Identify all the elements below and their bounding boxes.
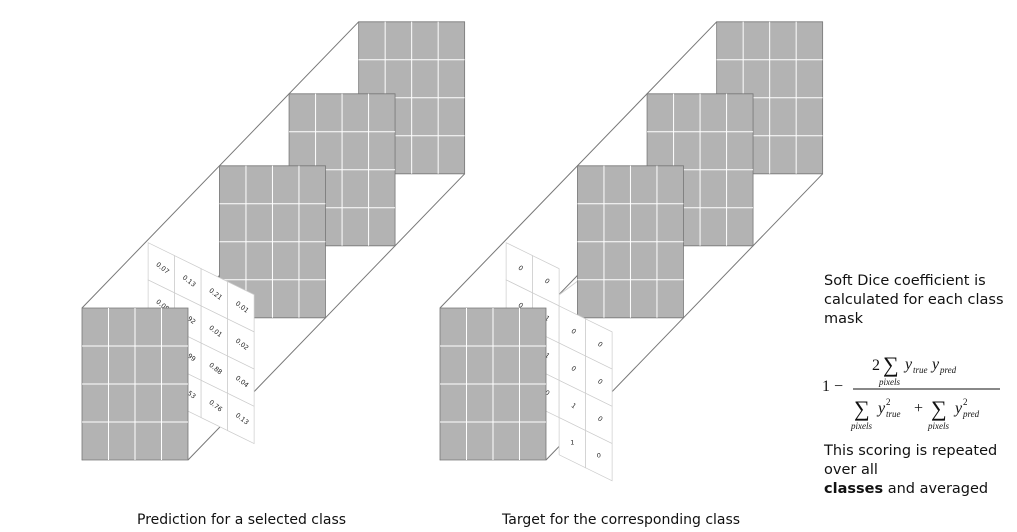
- matrix-value: 0: [543, 388, 551, 397]
- matrix-cell: [585, 430, 613, 482]
- side-outro-pre: This scoring is repeated over all: [824, 443, 998, 478]
- side-outro-bold: classes: [824, 481, 884, 497]
- soft-dice-formula: 1 − 2 ∑ pixels y true y pred ∑ pixels y …: [822, 352, 1000, 431]
- formula-pred-subscript: pred: [962, 409, 980, 419]
- formula-numerator-factor: 2: [872, 357, 880, 374]
- slice-panel: [577, 165, 684, 319]
- formula-pred-subscript: pred: [939, 365, 957, 375]
- target-diagram: 0001001100001010: [439, 21, 824, 482]
- formula-sum-icon: ∑: [854, 396, 870, 421]
- matrix-value: 0: [517, 264, 525, 273]
- slice-panel: [219, 165, 326, 319]
- matrix-value: 0: [596, 414, 604, 423]
- formula-y-pred-squared: y: [953, 400, 963, 417]
- matrix-value: 0: [596, 340, 604, 349]
- formula-y-true: y: [903, 356, 913, 373]
- formula-sum-subscript: pixels: [850, 421, 872, 431]
- formula-power: 2: [886, 397, 891, 407]
- matrix-value: 0: [543, 277, 551, 286]
- matrix-value: 0: [597, 452, 601, 460]
- side-intro-text: Soft Dice coefficient is calculated for …: [824, 273, 1004, 327]
- formula-true-subscript: true: [913, 365, 928, 375]
- matrix-value: 1: [570, 439, 574, 447]
- matrix-value: 0: [570, 364, 578, 373]
- formula-power: 2: [963, 397, 968, 407]
- formula-sum-icon: ∑: [931, 396, 947, 421]
- formula-y-pred: y: [930, 356, 940, 373]
- formula-plus: +: [914, 400, 923, 417]
- formula-sum-icon: ∑: [883, 352, 899, 377]
- matrix-cell: [227, 392, 255, 445]
- formula-sum-subscript: pixels: [927, 421, 949, 431]
- formula-one-minus: 1 −: [822, 378, 843, 395]
- matrix-value: 0: [570, 327, 578, 336]
- prediction-caption: Prediction for a selected class: [137, 512, 347, 528]
- front-slice-panel: [81, 307, 189, 461]
- side-outro-text: This scoring is repeated over all classe…: [824, 442, 1009, 499]
- matrix-value: 1: [543, 351, 551, 360]
- prediction-diagram: 0.070.130.210.010.080.920.010.020.890.99…: [81, 21, 466, 461]
- formula-sum-subscript: pixels: [878, 377, 900, 387]
- front-slice-panel: [439, 307, 547, 461]
- target-caption: Target for the corresponding class: [502, 512, 741, 528]
- formula-true-subscript: true: [886, 409, 901, 419]
- matrix-value: 1: [543, 314, 551, 323]
- matrix-value: 0: [517, 301, 525, 310]
- side-outro-post: and averaged: [887, 481, 989, 497]
- matrix-value: 0: [596, 377, 604, 386]
- matrix-value: 1: [570, 401, 578, 410]
- formula-y-true-squared: y: [876, 400, 886, 417]
